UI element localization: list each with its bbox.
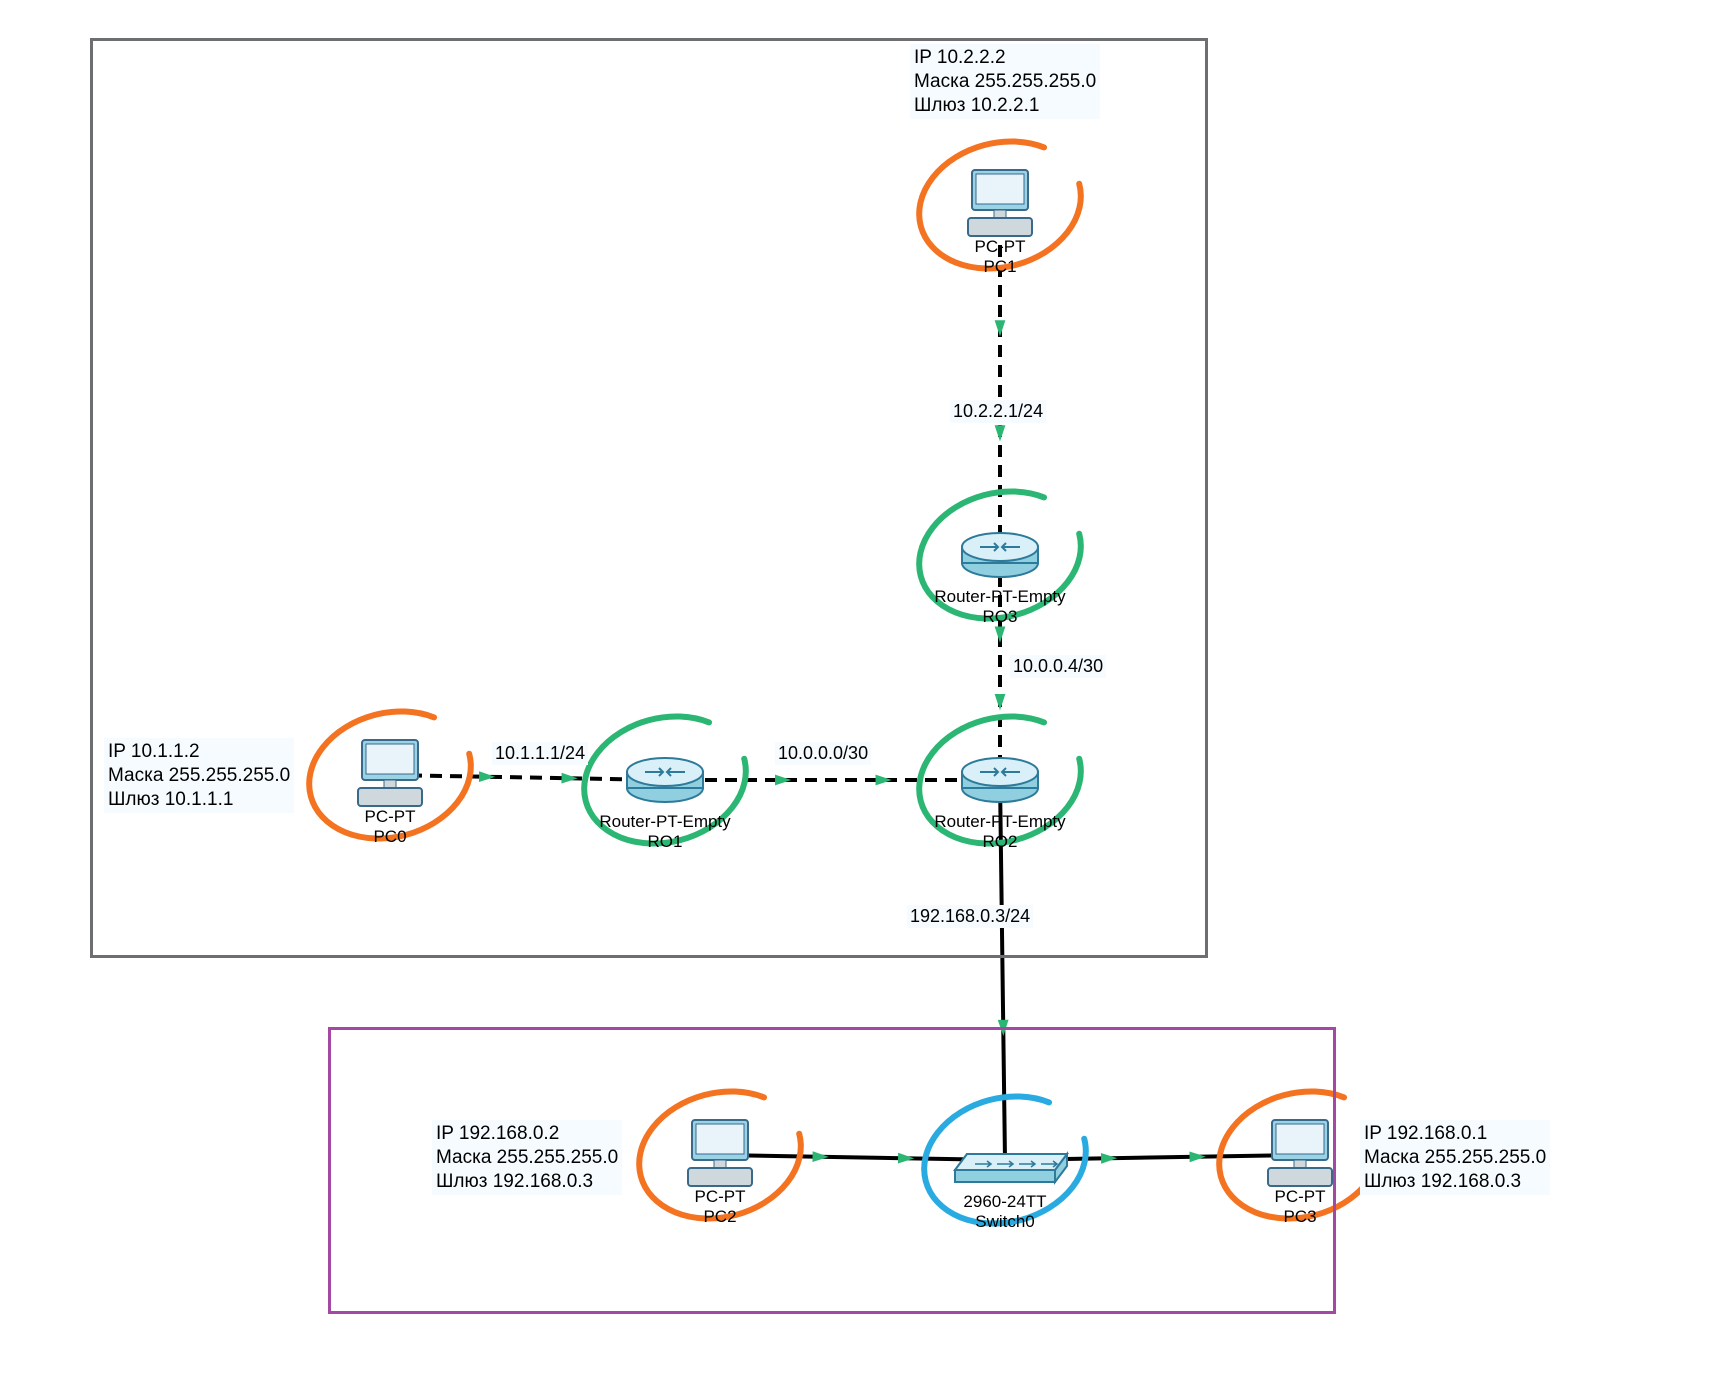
pc1-type-label: PC-PT (890, 237, 1110, 257)
e-pc0-ro1-label: 10.1.1.1/24 (492, 742, 588, 765)
e-ro1-ro2-label: 10.0.0.0/30 (775, 742, 871, 765)
pc3_info: IP 192.168.0.1Маска 255.255.255.0Шлюз 19… (1360, 1120, 1550, 1195)
ro1[interactable]: Router-PT-EmptyRO1 (555, 812, 775, 853)
pc1_info: IP 10.2.2.2Маска 255.255.255.0Шлюз 10.2.… (910, 44, 1100, 119)
pc1_info-line-1: Маска 255.255.255.0 (914, 70, 1096, 94)
pc2_info-line-0: IP 192.168.0.2 (436, 1122, 618, 1146)
pc3_info-line-2: Шлюз 192.168.0.3 (1364, 1170, 1546, 1194)
pc2_info: IP 192.168.0.2Маска 255.255.255.0Шлюз 19… (432, 1120, 622, 1195)
ro3-name-label: RO3 (890, 607, 1110, 627)
ro1-type-label: Router-PT-Empty (555, 812, 775, 832)
ro2[interactable]: Router-PT-EmptyRO2 (890, 812, 1110, 853)
pc0_info: IP 10.1.1.2Маска 255.255.255.0Шлюз 10.1.… (104, 738, 294, 813)
pc1_info-line-0: IP 10.2.2.2 (914, 46, 1096, 70)
pc0_info-line-2: Шлюз 10.1.1.1 (108, 788, 290, 812)
pc2-name-label: PC2 (610, 1207, 830, 1227)
pc2_info-line-2: Шлюз 192.168.0.3 (436, 1170, 618, 1194)
pc0_info-line-0: IP 10.1.1.2 (108, 740, 290, 764)
ro2-name-label: RO2 (890, 832, 1110, 852)
ro1-name-label: RO1 (555, 832, 775, 852)
pc2-type-label: PC-PT (610, 1187, 830, 1207)
pc2[interactable]: PC-PTPC2 (610, 1187, 830, 1228)
pc0-type-label: PC-PT (280, 807, 500, 827)
ro3-type-label: Router-PT-Empty (890, 587, 1110, 607)
ro3[interactable]: Router-PT-EmptyRO3 (890, 587, 1110, 628)
pc0_info-line-1: Маска 255.255.255.0 (108, 764, 290, 788)
e-ro2-sw0-label: 192.168.0.3/24 (907, 905, 1033, 928)
pc1[interactable]: PC-PTPC1 (890, 237, 1110, 278)
pc2_info-line-1: Маска 255.255.255.0 (436, 1146, 618, 1170)
pc1-name-label: PC1 (890, 257, 1110, 277)
pc1_info-line-2: Шлюз 10.2.2.1 (914, 94, 1096, 118)
pc3_info-line-0: IP 192.168.0.1 (1364, 1122, 1546, 1146)
ro2-type-label: Router-PT-Empty (890, 812, 1110, 832)
e-ro3-ro2-label: 10.0.0.4/30 (1010, 655, 1106, 678)
e-pc1-ro3-label: 10.2.2.1/24 (950, 400, 1046, 423)
diagram-canvas: PC-PTPC1PC-PTPC0PC-PTPC2PC-PTPC3Router-P… (0, 0, 1717, 1380)
pc0-name-label: PC0 (280, 827, 500, 847)
sw0-type-label: 2960-24TT (895, 1192, 1115, 1212)
sw0-name-label: Switch0 (895, 1212, 1115, 1232)
sw0[interactable]: 2960-24TTSwitch0 (895, 1192, 1115, 1233)
pc0[interactable]: PC-PTPC0 (280, 807, 500, 848)
pc3_info-line-1: Маска 255.255.255.0 (1364, 1146, 1546, 1170)
pc3-name-label: PC3 (1190, 1207, 1410, 1227)
